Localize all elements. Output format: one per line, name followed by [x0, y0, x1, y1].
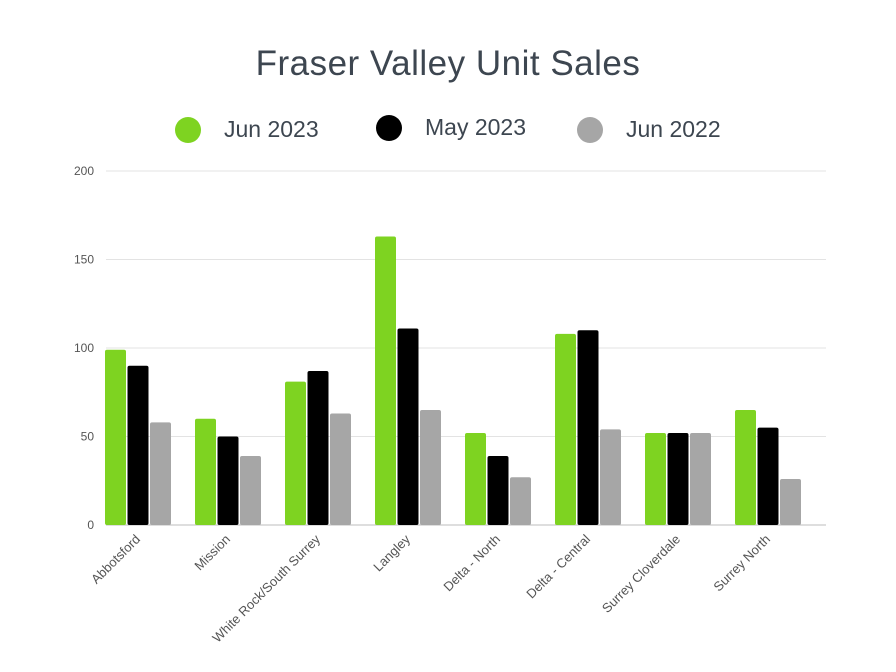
bar-jun-2023-0 — [105, 349, 126, 525]
legend-item-jun-2022: Jun 2022 — [577, 116, 721, 143]
bar-may-2023-4 — [487, 455, 509, 525]
bar-jun-2023-2 — [285, 381, 306, 525]
y-tick-label: 100 — [74, 341, 94, 355]
x-tick-label: Surrey North — [710, 532, 773, 595]
legend-label-jun-2022: Jun 2022 — [626, 116, 721, 142]
legend-label-jun-2023: Jun 2023 — [224, 116, 319, 142]
y-tick-label: 200 — [74, 164, 94, 178]
bar-jun-2022-4 — [510, 477, 531, 525]
y-tick-label: 0 — [87, 518, 94, 532]
legend-item-may-2023: May 2023 — [376, 114, 526, 141]
x-tick-label: Surrey Cloverdale — [599, 532, 683, 616]
bar-jun-2023-6 — [645, 432, 666, 525]
x-tick-label: Delta - North — [440, 532, 503, 595]
x-tick-label: Abbotsford — [88, 532, 143, 587]
bar-may-2023-6 — [667, 432, 689, 525]
legend-swatch-jun-2022 — [577, 116, 603, 143]
bar-may-2023-7 — [757, 427, 779, 525]
legend-item-jun-2023: Jun 2023 — [175, 116, 319, 143]
bar-may-2023-0 — [127, 365, 149, 525]
bar-jun-2022-2 — [330, 413, 351, 525]
bar-jun-2023-1 — [195, 418, 216, 525]
chart-title: Fraser Valley Unit Sales — [255, 44, 641, 83]
bar-jun-2023-4 — [465, 432, 486, 525]
y-tick-label: 150 — [74, 253, 94, 267]
bar-jun-2023-7 — [735, 409, 756, 525]
bar-may-2023-3 — [397, 328, 419, 525]
x-tick-label: Langley — [370, 531, 413, 574]
x-tick-label: Mission — [191, 532, 233, 574]
bar-may-2023-2 — [307, 371, 329, 525]
legend-swatch-may-2023 — [376, 114, 402, 141]
bar-jun-2022-3 — [420, 409, 441, 525]
bar-jun-2022-5 — [600, 429, 621, 525]
bar-may-2023-1 — [217, 436, 239, 525]
legend-label-may-2023: May 2023 — [425, 114, 527, 140]
bar-jun-2023-5 — [555, 333, 576, 525]
legend-swatch-jun-2023 — [175, 116, 201, 143]
bar-jun-2022-1 — [240, 455, 261, 525]
bar-jun-2022-7 — [780, 478, 801, 525]
bar-jun-2022-6 — [690, 432, 711, 525]
x-tick-label: Delta - Central — [523, 531, 593, 601]
bar-may-2023-5 — [577, 330, 599, 525]
bar-jun-2022-0 — [150, 422, 171, 525]
y-tick-label: 50 — [81, 430, 95, 444]
bar-jun-2023-3 — [375, 236, 396, 526]
